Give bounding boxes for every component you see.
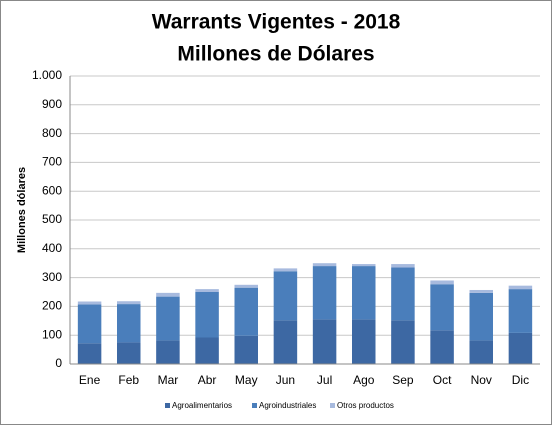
bar-segment bbox=[312, 263, 337, 267]
x-tick-label: Oct bbox=[433, 373, 452, 387]
bar-segment bbox=[352, 319, 376, 364]
bar-segment bbox=[469, 289, 493, 293]
x-tick-label: Abr bbox=[198, 373, 217, 387]
x-tick-label: Sep bbox=[392, 373, 414, 387]
bar-segment bbox=[312, 266, 337, 320]
bar-segment bbox=[391, 264, 415, 268]
bar-segment bbox=[195, 337, 219, 364]
legend-swatch bbox=[330, 403, 335, 408]
bar-segment bbox=[117, 342, 141, 364]
legend-swatch bbox=[165, 403, 170, 408]
bar-segment bbox=[469, 292, 493, 341]
x-tick-label: Dic bbox=[512, 373, 529, 387]
y-tick-label: 700 bbox=[42, 155, 62, 169]
legend-label: Agroalimentarios bbox=[172, 401, 232, 410]
chart-title: Warrants Vigentes - 2018 bbox=[152, 11, 401, 34]
y-tick-label: 0 bbox=[55, 356, 62, 370]
legend-label: Otros productos bbox=[337, 401, 394, 410]
bar-segment bbox=[273, 271, 298, 321]
bar-segment bbox=[508, 332, 533, 364]
bar-segment bbox=[312, 319, 337, 364]
x-tick-label: Jul bbox=[317, 373, 332, 387]
x-tick-label: Ene bbox=[79, 373, 101, 387]
bar-segment bbox=[77, 301, 102, 305]
y-tick-label: 1.000 bbox=[32, 68, 62, 82]
x-tick-label: Feb bbox=[118, 373, 139, 387]
bar-segment bbox=[352, 264, 376, 267]
y-tick-label: 100 bbox=[42, 327, 62, 341]
bar-segment bbox=[77, 343, 102, 364]
bar-segment bbox=[195, 292, 219, 338]
bar-segment bbox=[156, 340, 180, 364]
bar-segment bbox=[117, 301, 141, 305]
bar-segment bbox=[469, 340, 493, 364]
bar-segment bbox=[234, 287, 258, 336]
bar-segment bbox=[234, 335, 258, 364]
legend-label: Agroindustriales bbox=[259, 401, 316, 410]
x-tick-label: Nov bbox=[471, 373, 492, 387]
bar-segment bbox=[352, 266, 376, 320]
bar-segment bbox=[430, 330, 454, 364]
x-tick-label: Jun bbox=[276, 373, 295, 387]
y-axis-label: Millones dólares bbox=[16, 167, 28, 253]
x-tick-label: Ago bbox=[353, 373, 375, 387]
y-tick-label: 200 bbox=[42, 299, 62, 313]
y-tick-label: 800 bbox=[42, 126, 62, 140]
bar-segment bbox=[391, 267, 415, 321]
legend-swatch bbox=[252, 403, 257, 408]
bar-segment bbox=[273, 268, 298, 272]
chart-subtitle: Millones de Dólares bbox=[177, 43, 374, 66]
bar-segment bbox=[273, 320, 298, 364]
bar-segment bbox=[391, 320, 415, 364]
y-tick-label: 600 bbox=[42, 183, 62, 197]
bar-segment bbox=[117, 304, 141, 343]
bar-segment bbox=[156, 292, 180, 297]
y-tick-label: 900 bbox=[42, 97, 62, 111]
y-tick-label: 400 bbox=[42, 241, 62, 255]
bar-segment bbox=[77, 304, 102, 344]
bar-segment bbox=[234, 284, 258, 288]
x-tick-label: May bbox=[235, 373, 258, 387]
bar-segment bbox=[430, 280, 454, 285]
bar-segment bbox=[195, 289, 219, 292]
bar-segment bbox=[508, 289, 533, 333]
bar-segment bbox=[156, 296, 180, 341]
bar-segment bbox=[430, 284, 454, 331]
y-tick-label: 300 bbox=[42, 270, 62, 284]
bar-segment bbox=[508, 285, 533, 290]
x-tick-label: Mar bbox=[158, 373, 179, 387]
y-tick-label: 500 bbox=[42, 212, 62, 226]
